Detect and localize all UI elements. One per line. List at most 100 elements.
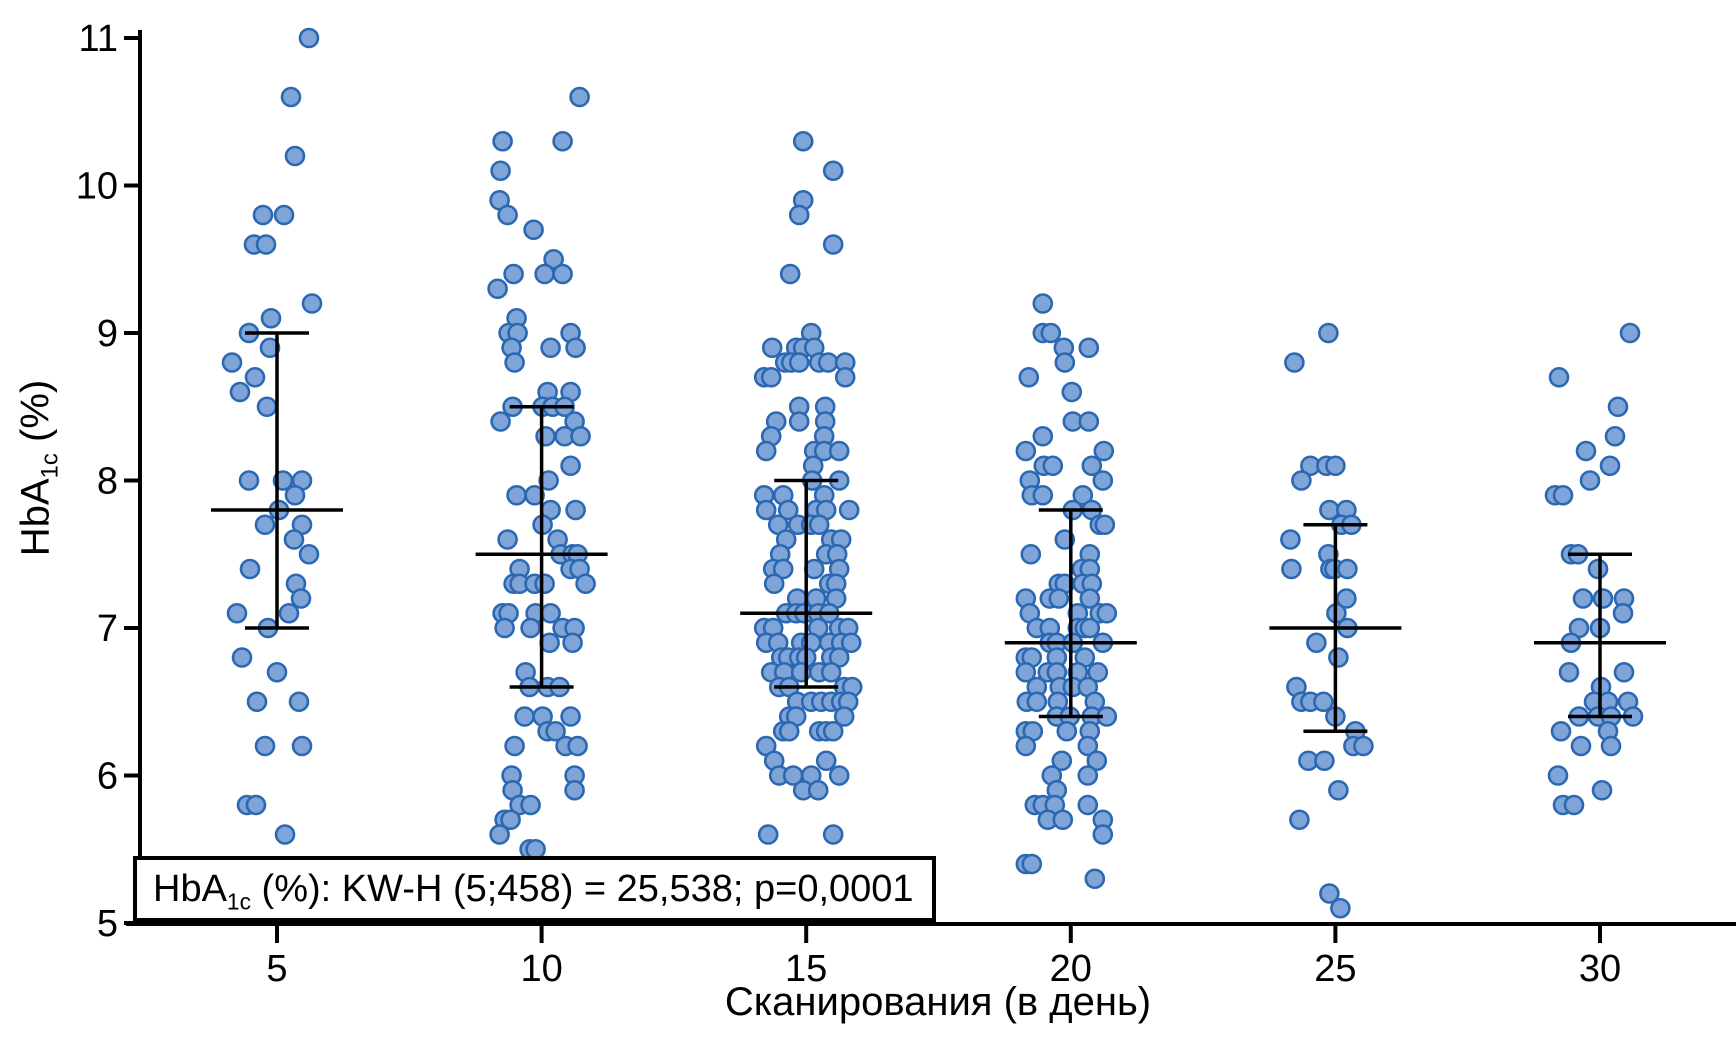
y-axis-title-subscript: 1c xyxy=(36,453,64,479)
data-point xyxy=(788,352,810,373)
data-point xyxy=(274,824,296,845)
data-point xyxy=(560,706,581,727)
data-point xyxy=(1337,558,1358,580)
data-point xyxy=(254,735,276,757)
data-point xyxy=(1056,720,1078,742)
data-point xyxy=(1040,322,1062,344)
data-point xyxy=(534,573,555,595)
data-point xyxy=(1078,337,1100,359)
data-point xyxy=(822,824,844,845)
data-point xyxy=(565,337,586,359)
y-tick-label: 6 xyxy=(97,756,118,798)
data-point xyxy=(540,337,561,359)
data-point xyxy=(1591,779,1613,801)
data-point xyxy=(545,720,566,742)
data-point xyxy=(1314,750,1335,772)
data-point xyxy=(1042,455,1064,477)
data-point xyxy=(252,204,274,226)
data-point xyxy=(490,160,511,182)
data-point xyxy=(221,352,243,373)
data-point xyxy=(298,27,320,49)
data-point xyxy=(1306,632,1327,654)
y-axis-title: HbA1c (%) xyxy=(13,379,64,557)
x-axis-title: Сканирования (в день) xyxy=(724,980,1152,1024)
data-point xyxy=(1280,529,1301,550)
data-point xyxy=(567,735,588,757)
data-point xyxy=(543,248,564,270)
data-point xyxy=(298,543,320,565)
data-point xyxy=(1572,588,1594,609)
data-point xyxy=(757,824,779,845)
data-point xyxy=(290,588,312,609)
data-point xyxy=(1284,352,1305,373)
y-axis-title-units: (%) xyxy=(13,379,58,454)
data-point xyxy=(779,263,801,285)
data-point xyxy=(822,160,844,182)
data-point xyxy=(570,425,591,447)
data-point xyxy=(815,750,837,772)
data-point xyxy=(523,219,544,241)
data-point xyxy=(1291,470,1312,491)
data-point xyxy=(807,779,829,801)
data-point xyxy=(254,514,276,536)
data-point xyxy=(788,411,810,432)
data-point xyxy=(1579,470,1601,491)
data-point xyxy=(504,352,525,373)
data-point xyxy=(760,366,782,388)
data-point xyxy=(280,86,302,108)
data-point xyxy=(777,499,799,521)
data-point xyxy=(1558,661,1580,683)
data-point xyxy=(288,691,310,713)
data-point xyxy=(822,720,844,742)
data-point xyxy=(260,307,282,329)
annotation-text: (%): KW-H (5;458) = 25,538; p=0,0001 xyxy=(251,868,914,910)
data-point xyxy=(772,558,794,580)
y-tick-label: 8 xyxy=(97,461,118,503)
x-tick-label: 30 xyxy=(1579,948,1621,990)
data-point xyxy=(1612,602,1634,624)
data-point xyxy=(497,529,518,550)
data-point xyxy=(226,602,248,624)
data-point xyxy=(1078,411,1100,432)
data-point xyxy=(565,499,586,521)
data-point xyxy=(244,366,266,388)
data-point xyxy=(487,278,508,300)
data-point xyxy=(840,632,862,654)
data-point xyxy=(828,765,850,786)
data-point xyxy=(1570,735,1592,757)
data-point xyxy=(828,440,850,462)
annotation-subscript: 1c xyxy=(226,888,251,915)
data-point xyxy=(1281,558,1302,580)
data-point xyxy=(1599,455,1621,477)
data-point xyxy=(1077,794,1099,816)
data-point xyxy=(1093,440,1115,462)
data-point xyxy=(492,130,513,152)
data-point xyxy=(524,484,545,506)
data-point xyxy=(564,779,585,801)
data-point xyxy=(763,573,785,595)
data-point xyxy=(575,573,596,595)
data-point xyxy=(520,794,541,816)
data-point xyxy=(1575,440,1597,462)
data-point xyxy=(1052,809,1074,831)
data-point xyxy=(569,86,590,108)
data-point xyxy=(788,204,810,226)
data-point xyxy=(231,647,253,668)
data-point xyxy=(1592,588,1614,609)
data-point xyxy=(1077,735,1099,757)
data-point xyxy=(538,470,559,491)
data-point xyxy=(1051,750,1073,772)
data-point xyxy=(1020,543,1042,565)
data-point xyxy=(834,366,856,388)
data-point xyxy=(1032,293,1054,314)
data-point xyxy=(1015,440,1037,462)
kw-test-annotation-box: HbA1c (%): KW-H (5;458) = 25,538; p=0,00… xyxy=(133,856,936,922)
data-point xyxy=(552,130,573,152)
data-point xyxy=(1336,588,1357,609)
data-point xyxy=(1032,425,1054,447)
data-point xyxy=(490,411,511,432)
y-tick-label: 7 xyxy=(97,608,118,650)
data-point xyxy=(246,691,268,713)
